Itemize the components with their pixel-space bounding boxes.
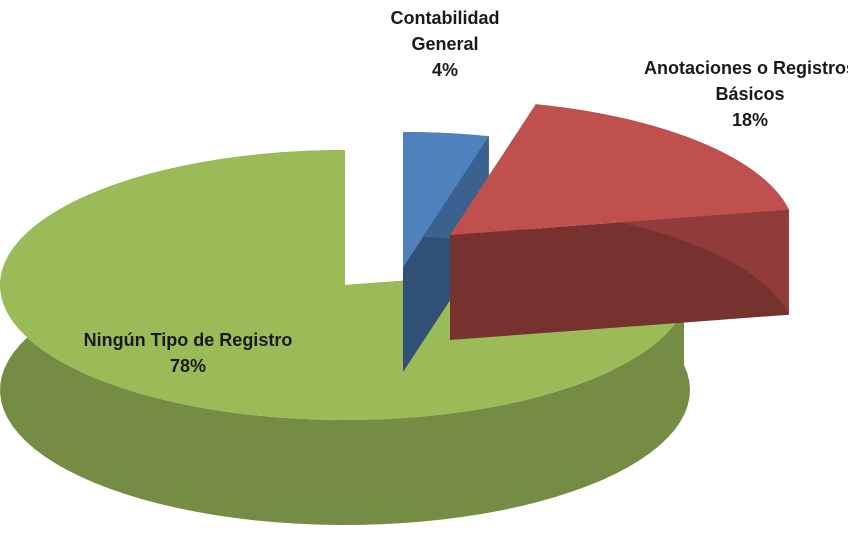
category-label: Ningún Tipo de Registro	[83, 330, 293, 350]
value-label: 4%	[431, 60, 458, 80]
data-label: Anotaciones o Registros Básicos 18%	[635, 55, 848, 133]
slice	[403, 132, 489, 267]
data-label: Ningún Tipo de Registro 78%	[78, 327, 298, 379]
value-label: 18%	[731, 110, 769, 130]
data-label: Contabilidad General 4%	[355, 5, 535, 83]
value-label: 78%	[169, 356, 207, 376]
category-label: Anotaciones o Registros Básicos	[643, 58, 848, 104]
slice	[450, 104, 789, 235]
category-label: Contabilidad General	[390, 8, 500, 54]
slice	[0, 150, 690, 420]
